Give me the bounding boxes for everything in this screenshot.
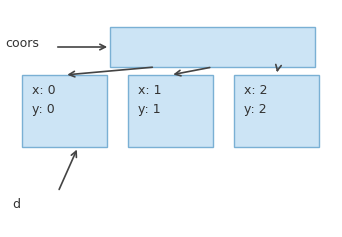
Bar (234, 75, 319, 147)
Bar (22, 75, 107, 147)
Text: d: d (12, 199, 20, 211)
Bar (110, 27, 315, 67)
Text: coors: coors (5, 36, 39, 50)
Text: x: 0
y: 0: x: 0 y: 0 (32, 84, 56, 116)
Text: x: 2
y: 2: x: 2 y: 2 (244, 84, 267, 116)
Bar (128, 75, 213, 147)
Text: x: 1
y: 1: x: 1 y: 1 (138, 84, 161, 116)
